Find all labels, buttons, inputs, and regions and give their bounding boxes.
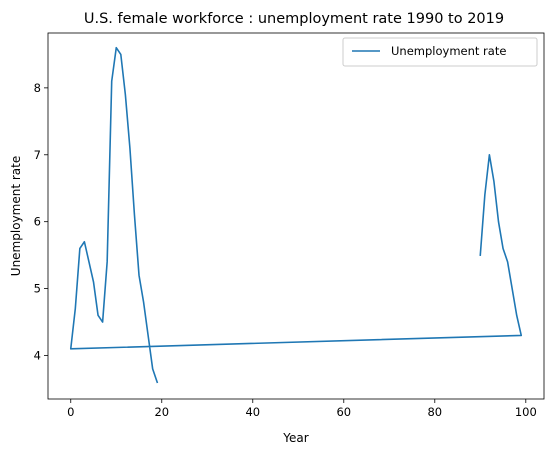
x-tick-label: 20 [154,405,169,419]
series-line-0 [69,46,523,384]
y-tick-label: 4 [34,349,41,363]
legend-box [342,37,538,67]
y-tick-label: 6 [34,215,41,229]
legend-label-unemployment-rate: Unemployment rate [391,44,506,58]
x-tick-label: 100 [515,405,537,419]
plot-frame [47,32,545,400]
chart-title: U.S. female workforce : unemployment rat… [84,11,504,27]
legend: Unemployment rate [342,37,538,67]
plot-area [48,33,544,399]
x-tick-label: 0 [67,405,74,419]
y-tick-label: 7 [34,148,41,162]
y-axis-label: Unemployment rate [9,156,23,276]
y-tick-label: 8 [34,81,41,95]
x-tick-label: 60 [336,405,351,419]
x-axis: 0 20 40 60 80 100 [67,399,537,419]
x-tick-label: 80 [427,405,442,419]
y-axis: 4 5 6 7 8 [34,81,48,363]
x-axis-label: Year [282,431,308,445]
series-layer [69,46,523,384]
x-tick-label: 40 [245,405,260,419]
y-tick-label: 5 [34,282,41,296]
